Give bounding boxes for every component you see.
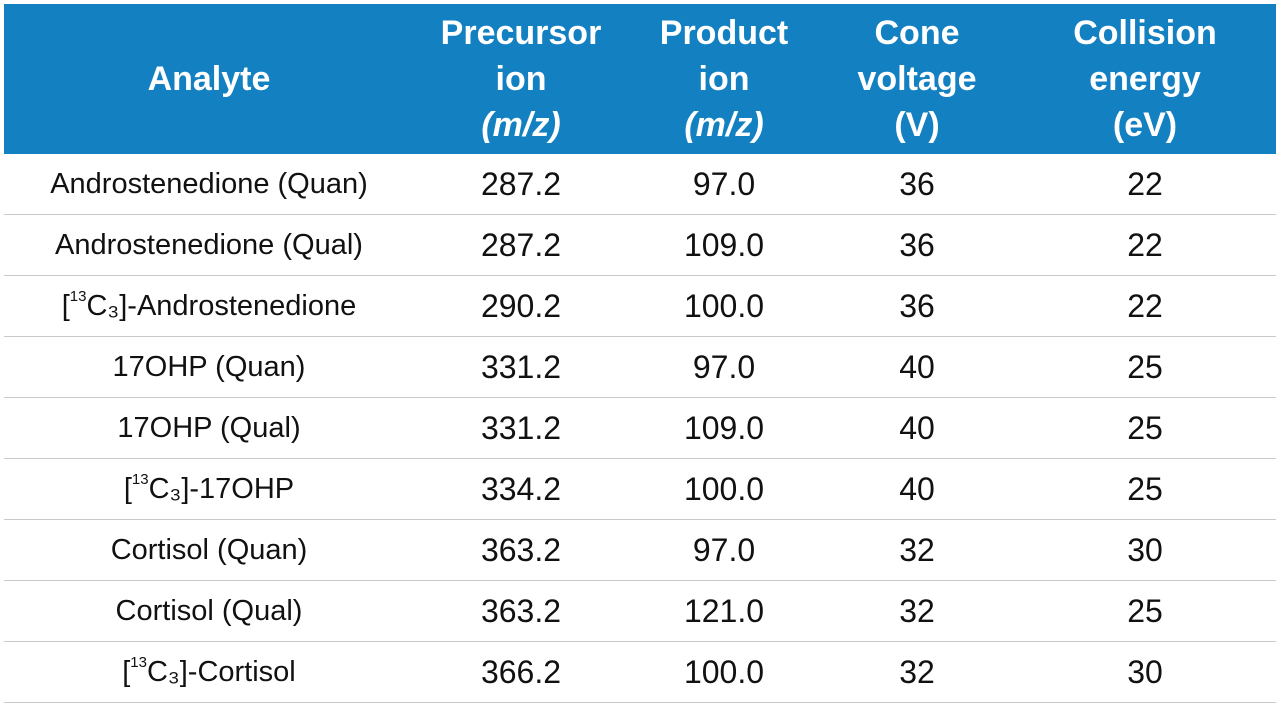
- precursor-ion-cell: 363.2: [414, 580, 628, 642]
- table-row: [13C₃]-Cortisol 366.2 100.0 32 30: [4, 641, 1276, 703]
- product-ion-cell: 100.0: [628, 275, 820, 337]
- table-row: Androstenedione (Quan) 287.2 97.0 36 22: [4, 154, 1276, 215]
- header-cone-voltage: Cone voltage (V): [820, 4, 1014, 154]
- header-line: voltage: [857, 60, 977, 98]
- collision-energy-cell: 22: [1014, 275, 1276, 337]
- cone-voltage-cell: 32: [820, 519, 1014, 581]
- precursor-ion-cell: 363.2: [414, 519, 628, 581]
- collision-energy-cell: 22: [1014, 214, 1276, 276]
- header-line: Precursor: [440, 14, 602, 52]
- analyte-cell: Cortisol (Quan): [4, 519, 414, 581]
- header-line: energy: [1089, 60, 1201, 98]
- analyte-cell: [13C₃]-17OHP: [4, 458, 414, 520]
- collision-energy-cell: 22: [1014, 154, 1276, 215]
- header-precursor-ion: Precursor ion (m/z): [414, 4, 628, 154]
- cone-voltage-cell: 36: [820, 214, 1014, 276]
- cone-voltage-cell: 32: [820, 580, 1014, 642]
- table-row: Androstenedione (Qual) 287.2 109.0 36 22: [4, 214, 1276, 276]
- product-ion-cell: 97.0: [628, 519, 820, 581]
- cone-voltage-cell: 40: [820, 458, 1014, 520]
- analyte-prefix: [: [122, 655, 131, 688]
- cone-voltage-cell: 40: [820, 336, 1014, 398]
- product-ion-cell: 97.0: [628, 336, 820, 398]
- analyte-name: C₃]-Cortisol: [146, 655, 296, 688]
- header-analyte: Analyte: [4, 4, 414, 154]
- table-row: Cortisol (Qual) 363.2 121.0 32 25: [4, 580, 1276, 642]
- header-line: (V): [894, 106, 940, 144]
- precursor-ion-cell: 287.2: [414, 214, 628, 276]
- isotope-superscript: 13: [131, 470, 149, 488]
- collision-energy-cell: 25: [1014, 336, 1276, 398]
- table-row: 17OHP (Quan) 331.2 97.0 40 25: [4, 336, 1276, 398]
- analyte-name: C₃]-17OHP: [148, 472, 295, 505]
- header-collision-energy: Collision energy (eV): [1014, 4, 1276, 154]
- header-line: Product: [659, 14, 789, 52]
- analyte-prefix: [: [123, 472, 132, 505]
- isotope-superscript: 13: [69, 287, 87, 305]
- header-unit: (m/z): [481, 106, 561, 144]
- collision-energy-cell: 25: [1014, 580, 1276, 642]
- analyte-cell: 17OHP (Quan): [4, 336, 414, 398]
- isotope-superscript: 13: [130, 653, 147, 671]
- analyte-name: Androstenedione (Qual): [55, 228, 363, 261]
- cone-voltage-cell: 36: [820, 154, 1014, 215]
- analyte-cell: Androstenedione (Quan): [4, 154, 414, 215]
- analyte-cell: Androstenedione (Qual): [4, 214, 414, 276]
- analyte-cell: [13C₃]-Cortisol: [4, 641, 414, 703]
- header-unit: (m/z): [684, 106, 764, 144]
- header-line: Cone: [874, 14, 960, 52]
- analyte-name: 17OHP (Qual): [117, 411, 301, 444]
- collision-energy-cell: 25: [1014, 397, 1276, 459]
- precursor-ion-cell: 334.2: [414, 458, 628, 520]
- table-row: 17OHP (Qual) 331.2 109.0 40 25: [4, 397, 1276, 459]
- product-ion-cell: 109.0: [628, 397, 820, 459]
- analyte-prefix: [: [61, 289, 70, 322]
- analyte-name: Cortisol (Quan): [110, 533, 308, 566]
- analyte-name: 17OHP (Quan): [112, 350, 306, 383]
- header-line: (eV): [1112, 106, 1178, 144]
- cone-voltage-cell: 36: [820, 275, 1014, 337]
- header-line: Collision: [1073, 14, 1217, 52]
- table-row: [13C₃]-Androstenedione 290.2 100.0 36 22: [4, 275, 1276, 337]
- mrm-parameters-table: Analyte Precursor ion (m/z) Product ion …: [4, 4, 1276, 703]
- precursor-ion-cell: 290.2: [414, 275, 628, 337]
- analyte-cell: 17OHP (Qual): [4, 397, 414, 459]
- precursor-ion-cell: 287.2: [414, 154, 628, 215]
- collision-energy-cell: 30: [1014, 641, 1276, 703]
- cone-voltage-cell: 32: [820, 641, 1014, 703]
- table-row: [13C₃]-17OHP 334.2 100.0 40 25: [4, 458, 1276, 520]
- product-ion-cell: 100.0: [628, 641, 820, 703]
- analyte-name: C₃]-Androstenedione: [86, 289, 357, 322]
- header-line: ion: [698, 60, 750, 98]
- product-ion-cell: 97.0: [628, 154, 820, 215]
- product-ion-cell: 100.0: [628, 458, 820, 520]
- header-product-ion: Product ion (m/z): [628, 4, 820, 154]
- header-line: Analyte: [147, 60, 271, 98]
- product-ion-cell: 109.0: [628, 214, 820, 276]
- collision-energy-cell: 25: [1014, 458, 1276, 520]
- table-header-row: Analyte Precursor ion (m/z) Product ion …: [4, 4, 1276, 154]
- collision-energy-cell: 30: [1014, 519, 1276, 581]
- precursor-ion-cell: 366.2: [414, 641, 628, 703]
- header-line: ion: [495, 60, 547, 98]
- table-row: Cortisol (Quan) 363.2 97.0 32 30: [4, 519, 1276, 581]
- product-ion-cell: 121.0: [628, 580, 820, 642]
- analyte-cell: Cortisol (Qual): [4, 580, 414, 642]
- precursor-ion-cell: 331.2: [414, 336, 628, 398]
- cone-voltage-cell: 40: [820, 397, 1014, 459]
- analyte-cell: [13C₃]-Androstenedione: [4, 275, 414, 337]
- analyte-name: Androstenedione (Quan): [50, 167, 368, 200]
- analyte-name: Cortisol (Qual): [115, 594, 303, 627]
- precursor-ion-cell: 331.2: [414, 397, 628, 459]
